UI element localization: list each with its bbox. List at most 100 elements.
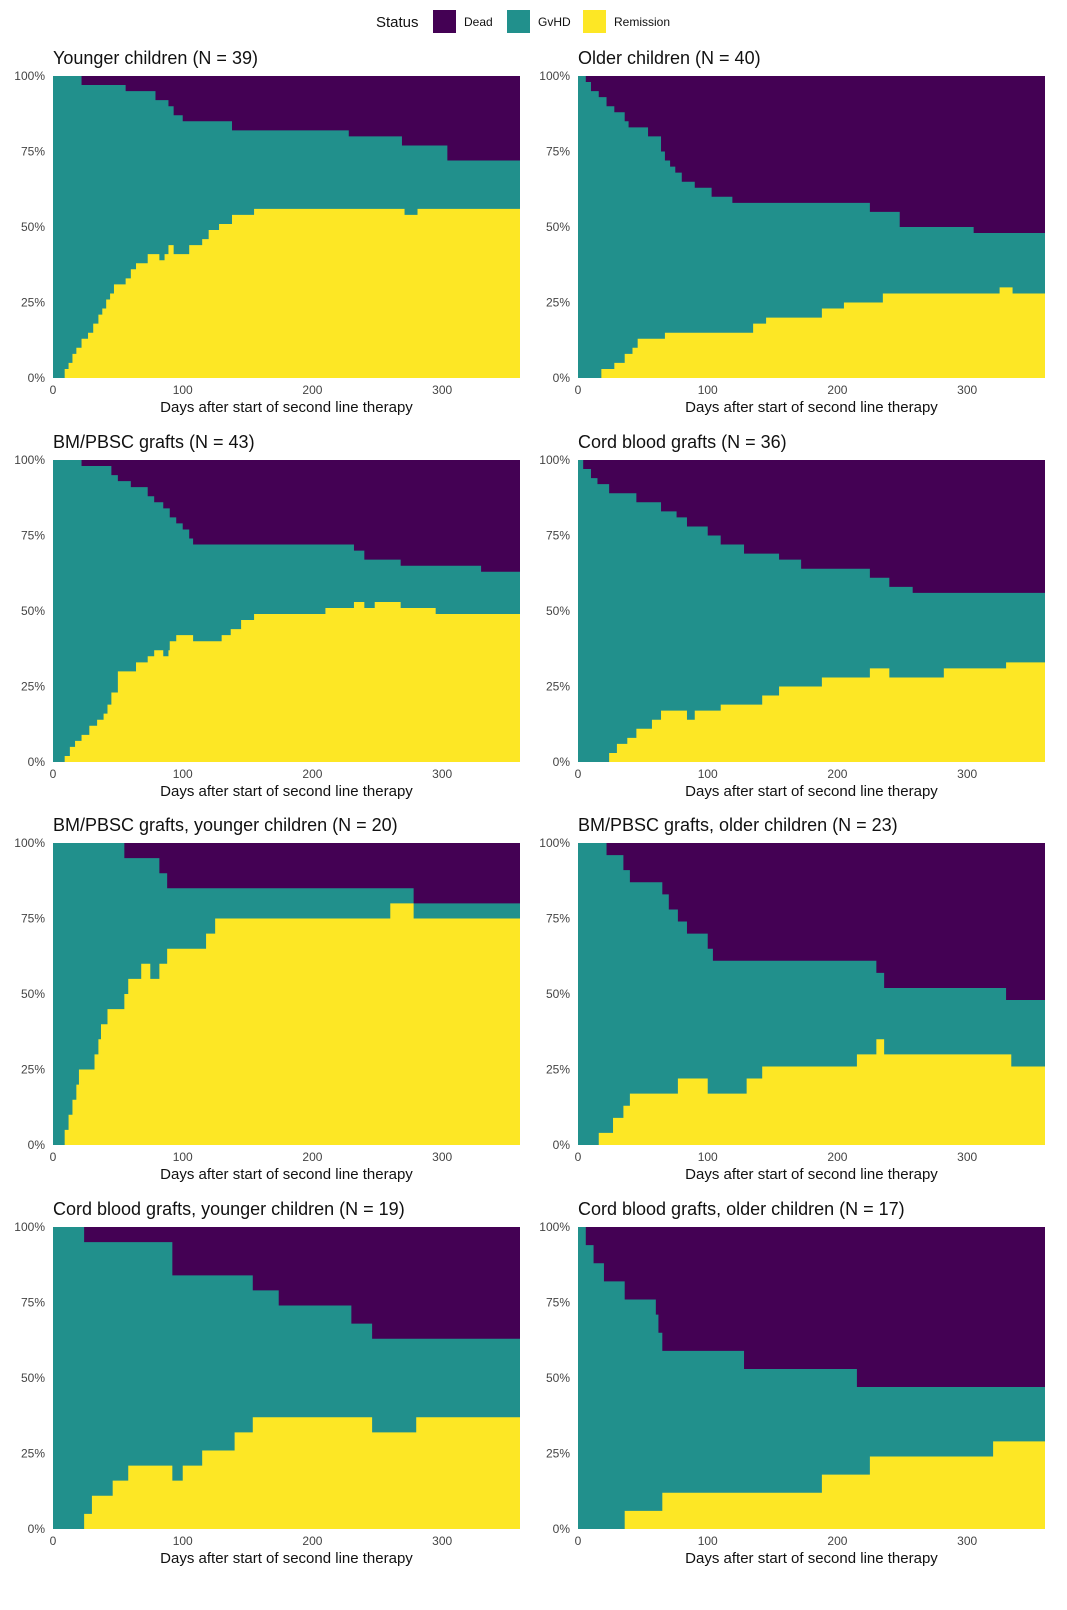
chart-panel-5: BM/PBSC grafts, younger children (N = 20… — [14, 815, 520, 1183]
y-tick-label: 50% — [546, 987, 570, 1001]
y-tick-label: 0% — [28, 371, 46, 385]
x-tick-label: 0 — [50, 383, 57, 397]
y-tick-label: 0% — [553, 755, 571, 769]
y-tick-label: 75% — [21, 912, 45, 926]
chart-panel-7: Cord blood grafts, younger children (N =… — [14, 1199, 520, 1567]
legend-label-gvhd: GvHD — [538, 15, 571, 29]
y-tick-label: 50% — [21, 1371, 45, 1385]
y-tick-label: 50% — [546, 1371, 570, 1385]
x-axis-label: Days after start of second line therapy — [685, 399, 938, 416]
y-tick-label: 25% — [21, 1063, 45, 1077]
remission-area — [53, 208, 520, 378]
legend-title: Status — [376, 14, 419, 31]
y-tick-label: 75% — [21, 145, 45, 159]
x-tick-label: 0 — [575, 767, 582, 781]
x-tick-label: 0 — [50, 1150, 57, 1164]
x-tick-label: 200 — [827, 1534, 847, 1548]
x-tick-label: 0 — [50, 767, 57, 781]
chart-panel-6: BM/PBSC grafts, older children (N = 23) 0… — [539, 815, 1045, 1183]
x-tick-label: 100 — [698, 767, 718, 781]
y-tick-label: 50% — [21, 987, 45, 1001]
panel-title: Older children (N = 40) — [578, 48, 761, 68]
y-tick-label: 25% — [21, 680, 45, 694]
legend-swatch-dead — [433, 10, 456, 33]
x-tick-label: 0 — [50, 1534, 57, 1548]
y-tick-label: 75% — [21, 529, 45, 543]
y-tick-label: 75% — [546, 1296, 570, 1310]
y-tick-label: 100% — [539, 1220, 570, 1234]
y-tick-label: 100% — [539, 453, 570, 467]
y-tick-label: 25% — [546, 680, 570, 694]
x-tick-label: 0 — [575, 1150, 582, 1164]
x-tick-label: 100 — [698, 1534, 718, 1548]
x-axis-label: Days after start of second line therapy — [685, 783, 938, 800]
x-tick-label: 100 — [698, 383, 718, 397]
x-tick-label: 100 — [173, 383, 193, 397]
x-tick-label: 200 — [302, 767, 322, 781]
remission-area — [53, 903, 520, 1145]
x-axis-label: Days after start of second line therapy — [160, 1166, 413, 1183]
y-tick-label: 75% — [546, 529, 570, 543]
legend: Status Dead GvHD Remission — [376, 10, 670, 33]
panel-title: BM/PBSC grafts (N = 43) — [53, 432, 255, 452]
y-tick-label: 25% — [546, 1063, 570, 1077]
remission-area — [578, 1039, 1045, 1145]
x-axis-label: Days after start of second line therapy — [685, 1166, 938, 1183]
y-tick-label: 50% — [546, 220, 570, 234]
legend-label-dead: Dead — [464, 15, 493, 29]
panel-title: BM/PBSC grafts, younger children (N = 20… — [53, 815, 398, 835]
legend-label-remission: Remission — [614, 15, 670, 29]
x-tick-label: 100 — [173, 1150, 193, 1164]
y-tick-label: 50% — [21, 220, 45, 234]
x-tick-label: 200 — [302, 1150, 322, 1164]
y-tick-label: 25% — [546, 296, 570, 310]
x-tick-label: 100 — [698, 1150, 718, 1164]
gvhd-area — [578, 1227, 1045, 1529]
y-tick-label: 0% — [28, 755, 46, 769]
y-tick-label: 100% — [539, 69, 570, 83]
x-tick-label: 200 — [302, 1534, 322, 1548]
panel-title: Younger children (N = 39) — [53, 48, 258, 68]
x-tick-label: 300 — [432, 1534, 452, 1548]
remission-area — [578, 662, 1045, 762]
legend-swatch-remission — [583, 10, 606, 33]
y-tick-label: 100% — [539, 836, 570, 850]
x-axis-label: Days after start of second line therapy — [160, 783, 413, 800]
y-tick-label: 100% — [14, 1220, 45, 1234]
y-tick-label: 0% — [553, 1522, 571, 1536]
x-tick-label: 0 — [575, 1534, 582, 1548]
y-tick-label: 100% — [14, 453, 45, 467]
x-axis-label: Days after start of second line therapy — [160, 399, 413, 416]
panel-title: Cord blood grafts (N = 36) — [578, 432, 787, 452]
y-tick-label: 75% — [21, 1296, 45, 1310]
y-tick-label: 25% — [21, 296, 45, 310]
chart-panel-3: BM/PBSC grafts (N = 43) 0% 25% 50% 75% 100% 0 1… — [14, 432, 520, 800]
legend-swatch-gvhd — [507, 10, 530, 33]
y-tick-label: 0% — [553, 371, 571, 385]
x-tick-label: 200 — [302, 383, 322, 397]
panel-title: Cord blood grafts, younger children (N =… — [53, 1199, 405, 1219]
chart-panel-2: Older children (N = 40) 0% 25% 50% 75% 100% 0 1… — [539, 48, 1045, 416]
x-tick-label: 300 — [957, 383, 977, 397]
x-tick-label: 100 — [173, 767, 193, 781]
x-tick-label: 200 — [827, 767, 847, 781]
x-tick-label: 200 — [827, 383, 847, 397]
y-tick-label: 75% — [546, 912, 570, 926]
chart-panel-1: Younger children (N = 39) 0% 25% 50% 75% 100%… — [14, 48, 520, 416]
x-tick-label: 300 — [432, 767, 452, 781]
y-tick-label: 25% — [21, 1447, 45, 1461]
y-tick-label: 100% — [14, 836, 45, 850]
panel-title: Cord blood grafts, older children (N = 1… — [578, 1199, 905, 1219]
x-tick-label: 300 — [957, 1150, 977, 1164]
x-axis-label: Days after start of second line therapy — [160, 1550, 413, 1567]
remission-area — [578, 1441, 1045, 1529]
y-tick-label: 0% — [28, 1138, 46, 1152]
y-tick-label: 0% — [28, 1522, 46, 1536]
x-tick-label: 100 — [173, 1534, 193, 1548]
y-tick-label: 100% — [14, 69, 45, 83]
x-tick-label: 300 — [957, 1534, 977, 1548]
y-tick-label: 75% — [546, 145, 570, 159]
x-tick-label: 300 — [432, 383, 452, 397]
y-tick-label: 25% — [546, 1447, 570, 1461]
